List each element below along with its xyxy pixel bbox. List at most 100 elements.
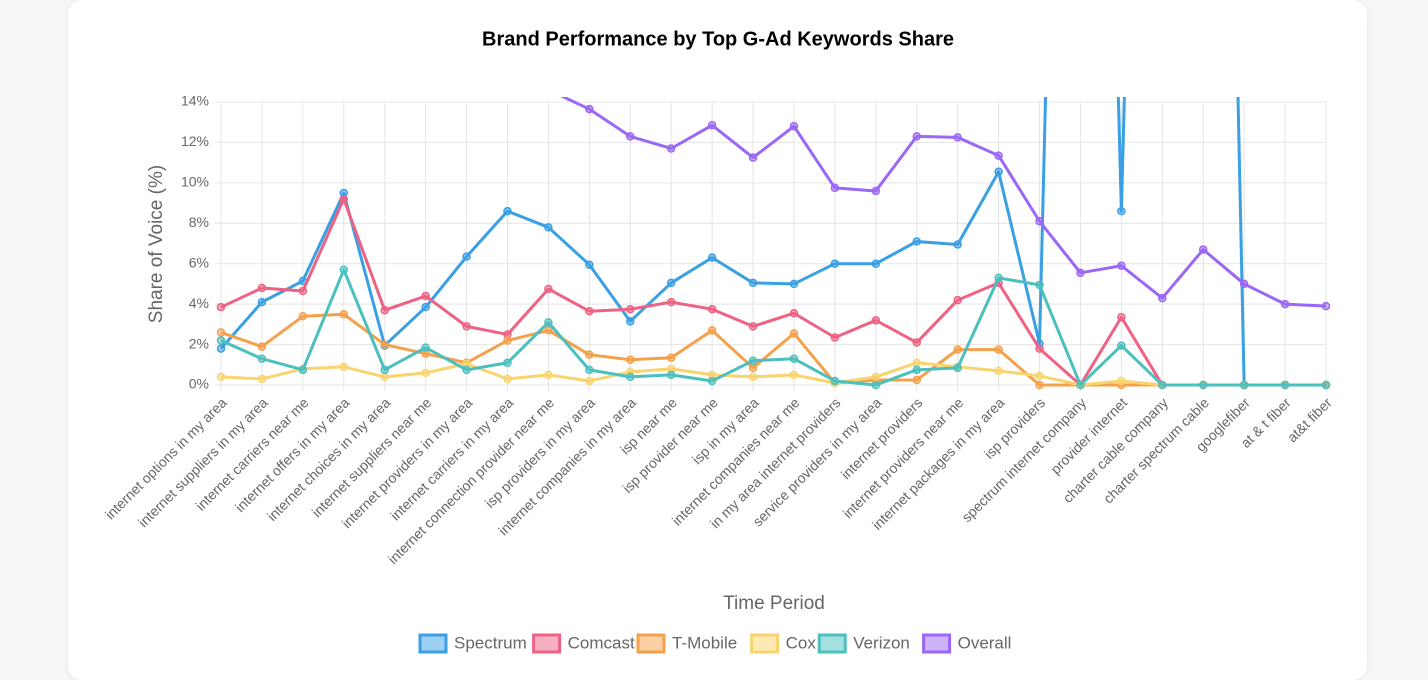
data-point bbox=[544, 223, 553, 232]
legend-swatch bbox=[636, 633, 666, 654]
data-point bbox=[912, 237, 921, 246]
data-point bbox=[380, 340, 389, 349]
data-point bbox=[626, 355, 635, 364]
data-point bbox=[257, 283, 267, 293]
data-point bbox=[1239, 279, 1249, 289]
y-tick-label: 0% bbox=[189, 376, 209, 392]
y-tick-label: 12% bbox=[181, 133, 209, 149]
series-line bbox=[560, 97, 1327, 308]
data-point bbox=[544, 326, 553, 335]
legend-swatch bbox=[817, 633, 847, 654]
data-point bbox=[381, 38, 388, 45]
data-point bbox=[707, 304, 717, 314]
data-point bbox=[707, 326, 717, 335]
data-point bbox=[544, 370, 553, 380]
data-point bbox=[1239, 380, 1249, 390]
data-point bbox=[544, 318, 553, 327]
legend-swatch bbox=[532, 633, 562, 654]
data-point bbox=[340, 18, 347, 25]
data-point bbox=[1280, 299, 1290, 309]
data-point bbox=[339, 265, 349, 275]
data-point bbox=[339, 362, 349, 372]
data-point bbox=[626, 372, 635, 382]
data-point bbox=[216, 344, 226, 353]
data-point bbox=[1117, 206, 1126, 216]
chart-title: Brand Performance by Top G-Ad Keywords S… bbox=[482, 28, 954, 50]
data-point bbox=[257, 354, 267, 363]
data-point bbox=[544, 284, 553, 294]
y-axis-title: Share of Voice (%) bbox=[146, 165, 167, 323]
data-point bbox=[339, 194, 349, 204]
data-point bbox=[953, 133, 962, 142]
data-point bbox=[666, 278, 676, 288]
data-point bbox=[421, 302, 430, 312]
data-point bbox=[503, 374, 512, 384]
data-point bbox=[1035, 371, 1044, 381]
data-point bbox=[789, 329, 799, 338]
data-point bbox=[871, 186, 881, 196]
series-line bbox=[220, 268, 1326, 387]
data-point bbox=[666, 353, 676, 362]
data-point bbox=[912, 338, 921, 347]
data-point bbox=[1158, 293, 1167, 303]
data-point bbox=[1035, 380, 1044, 390]
data-point bbox=[216, 328, 226, 337]
data-point bbox=[1035, 217, 1044, 226]
data-point bbox=[707, 376, 717, 386]
data-point bbox=[871, 316, 881, 325]
data-point bbox=[1321, 380, 1331, 390]
data-point bbox=[912, 365, 921, 375]
data-point bbox=[462, 322, 471, 331]
legend-label: Overall bbox=[958, 633, 1012, 652]
data-point bbox=[545, 86, 552, 93]
data-point bbox=[953, 345, 962, 354]
data-point bbox=[257, 297, 267, 307]
data-point bbox=[258, 18, 265, 25]
data-point bbox=[789, 122, 799, 131]
data-point bbox=[748, 322, 758, 331]
data-point bbox=[1198, 380, 1208, 390]
legend-swatch bbox=[418, 633, 448, 654]
data-point bbox=[626, 132, 635, 141]
data-point bbox=[216, 372, 226, 382]
data-point bbox=[463, 58, 470, 65]
x-axis-title: Time Period bbox=[723, 593, 825, 614]
data-point bbox=[830, 333, 840, 342]
data-point bbox=[380, 365, 389, 375]
plot-area bbox=[216, 18, 1331, 390]
data-point bbox=[1198, 245, 1208, 254]
data-point bbox=[748, 356, 758, 365]
data-point bbox=[298, 312, 308, 321]
data-point bbox=[994, 345, 1003, 354]
data-point bbox=[1117, 313, 1126, 322]
data-point bbox=[830, 376, 840, 386]
data-point bbox=[626, 304, 635, 314]
data-point bbox=[504, 68, 511, 75]
series-line bbox=[220, 312, 1326, 387]
y-tick-label: 10% bbox=[181, 174, 209, 190]
data-point bbox=[1035, 280, 1044, 290]
data-point bbox=[462, 252, 471, 261]
data-point bbox=[666, 144, 676, 153]
data-point bbox=[994, 167, 1003, 176]
data-point bbox=[1035, 344, 1044, 353]
y-tick-label: 14% bbox=[181, 93, 209, 109]
data-point bbox=[257, 342, 267, 351]
data-point bbox=[218, 38, 225, 45]
data-point bbox=[585, 365, 594, 375]
data-point bbox=[1117, 341, 1126, 350]
data-point bbox=[380, 372, 389, 382]
data-point bbox=[871, 259, 881, 268]
series-line bbox=[219, 97, 1326, 387]
legend-swatch bbox=[750, 633, 780, 654]
data-point bbox=[503, 206, 512, 216]
data-point bbox=[585, 104, 594, 114]
data-point bbox=[585, 350, 594, 359]
y-tick-label: 8% bbox=[189, 214, 209, 230]
data-point bbox=[380, 305, 389, 315]
data-point bbox=[339, 310, 349, 319]
data-point bbox=[789, 354, 799, 363]
data-point bbox=[953, 295, 962, 305]
data-point bbox=[912, 375, 921, 385]
